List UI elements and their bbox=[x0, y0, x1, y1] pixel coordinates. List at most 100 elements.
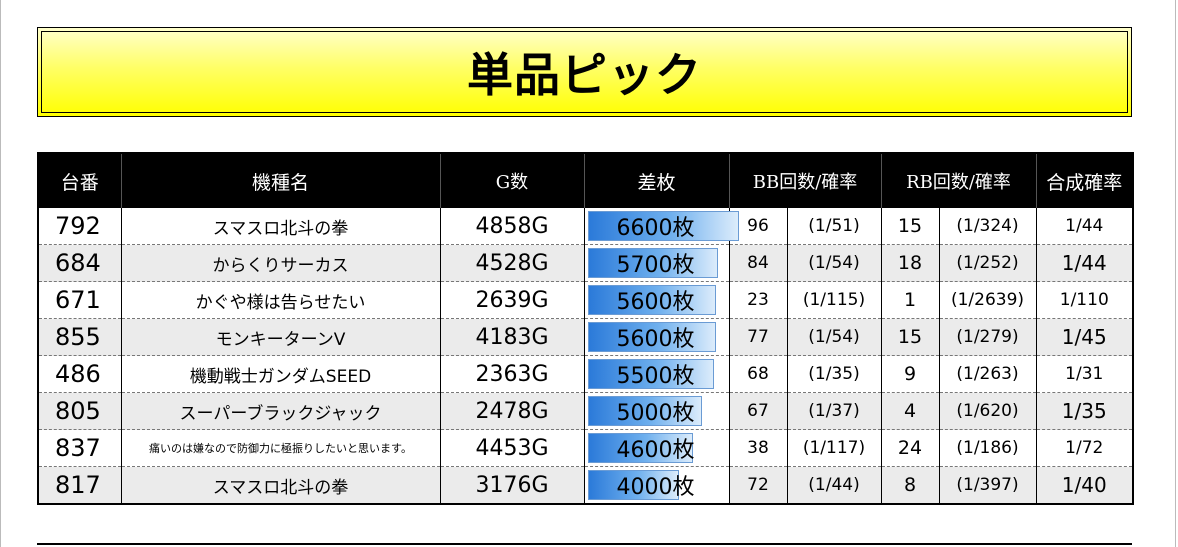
header-rb: RB回数/確率 bbox=[881, 153, 1037, 208]
rb-count-cell: 4 bbox=[881, 392, 940, 430]
diff-bar bbox=[587, 285, 716, 315]
dai-cell: 684 bbox=[38, 244, 122, 282]
machine-name-cell: スーパーブラックジャック bbox=[121, 392, 441, 430]
games-cell: 2639G bbox=[440, 281, 585, 319]
table-row: 855 モンキーターンV 4183G 5600枚 77 (1/54) 15 (1/279) 1/… bbox=[38, 318, 1134, 356]
games-cell: 2478G bbox=[440, 392, 585, 430]
diff-bar bbox=[587, 359, 714, 389]
diff-cell: 4600枚 bbox=[584, 429, 730, 467]
rb-count-cell: 24 bbox=[881, 429, 940, 467]
diff-cell: 5600枚 bbox=[584, 318, 730, 356]
diff-bar bbox=[587, 211, 739, 241]
header-games: G数 bbox=[440, 153, 585, 208]
combined-rate-cell: 1/110 bbox=[1036, 281, 1134, 319]
table-row: 817 スマスロ北斗の拳 3176G 4000枚 72 (1/44) 8 (1/397) 1/4… bbox=[38, 466, 1134, 505]
dai-cell: 671 bbox=[38, 281, 122, 319]
diff-value: 5600枚 bbox=[616, 327, 695, 352]
games-cell: 4528G bbox=[440, 244, 585, 282]
games-cell: 3176G bbox=[440, 466, 585, 505]
rb-rate-cell: (1/186) bbox=[939, 429, 1037, 467]
dai-cell: 792 bbox=[38, 208, 122, 245]
diff-bar bbox=[587, 396, 702, 426]
table-row: 837 痛いのは嫌なので防御力に極振りしたいと思います。 4453G 4600枚 38(… bbox=[38, 429, 1134, 467]
header-machine: 機種名 bbox=[121, 153, 441, 208]
rb-rate-cell: (1/324) bbox=[939, 208, 1037, 245]
bb-count-cell: 96 bbox=[729, 208, 788, 245]
diff-bar bbox=[587, 470, 679, 500]
bb-count-cell: 68 bbox=[729, 355, 788, 393]
bb-rate-cell: (1/44) bbox=[787, 466, 882, 505]
combined-rate-cell: 1/44 bbox=[1036, 208, 1134, 245]
diff-cell: 5700枚 bbox=[584, 244, 730, 282]
rb-count-cell: 18 bbox=[881, 244, 940, 282]
machine-name-cell: スマスロ北斗の拳 bbox=[121, 466, 441, 505]
rb-rate-cell: (1/279) bbox=[939, 318, 1037, 356]
header-diff: 差枚 bbox=[584, 153, 730, 208]
games-cell: 2363G bbox=[440, 355, 585, 393]
pick-table: 台番 機種名 G数 差枚 BB回数/確率 RB回数/確率 合成確率 792 スマス… bbox=[37, 152, 1135, 505]
bottom-divider bbox=[37, 543, 1132, 545]
rb-rate-cell: (1/252) bbox=[939, 244, 1037, 282]
diff-value: 5600枚 bbox=[616, 290, 695, 315]
machine-name-cell: からくりサーカス bbox=[121, 244, 441, 282]
diff-bar bbox=[587, 322, 716, 352]
machine-name-cell: スマスロ北斗の拳 bbox=[121, 208, 441, 245]
bb-rate-cell: (1/54) bbox=[787, 318, 882, 356]
games-cell: 4858G bbox=[440, 208, 585, 245]
bb-rate-cell: (1/51) bbox=[787, 208, 882, 245]
diff-cell: 4000枚 bbox=[584, 466, 730, 505]
bb-count-cell: 72 bbox=[729, 466, 788, 505]
dai-cell: 855 bbox=[38, 318, 122, 356]
machine-name-cell: 痛いのは嫌なので防御力に極振りしたいと思います。 bbox=[121, 429, 441, 467]
bb-count-cell: 23 bbox=[729, 281, 788, 319]
rb-count-cell: 8 bbox=[881, 466, 940, 505]
combined-rate-cell: 1/44 bbox=[1036, 244, 1134, 282]
machine-name-cell: かぐや様は告らせたい bbox=[121, 281, 441, 319]
games-cell: 4183G bbox=[440, 318, 585, 356]
table-row: 684 からくりサーカス 4528G 5700枚 84 (1/54) 18 (1/252) 1/… bbox=[38, 244, 1134, 282]
bb-count-cell: 84 bbox=[729, 244, 788, 282]
machine-name-cell: 機動戦士ガンダムSEED bbox=[121, 355, 441, 393]
machine-name-cell: モンキーターンV bbox=[121, 318, 441, 356]
rb-rate-cell: (1/2639) bbox=[939, 281, 1037, 319]
table-row: 805 スーパーブラックジャック 2478G 5000枚 67 (1/37) 4 (1/620… bbox=[38, 392, 1134, 430]
dai-cell: 817 bbox=[38, 466, 122, 505]
header-combined: 合成確率 bbox=[1036, 153, 1134, 208]
dai-cell: 486 bbox=[38, 355, 122, 393]
diff-cell: 5600枚 bbox=[584, 281, 730, 319]
rb-count-cell: 15 bbox=[881, 318, 940, 356]
rb-count-cell: 9 bbox=[881, 355, 940, 393]
page-title: 単品ピック bbox=[467, 48, 702, 102]
diff-value: 5500枚 bbox=[616, 364, 695, 389]
dai-cell: 837 bbox=[38, 429, 122, 467]
bb-count-cell: 77 bbox=[729, 318, 788, 356]
rb-rate-cell: (1/397) bbox=[939, 466, 1037, 505]
table-row: 486 機動戦士ガンダムSEED 2363G 5500枚 68 (1/35) 9 (1/263… bbox=[38, 355, 1134, 393]
rb-rate-cell: (1/263) bbox=[939, 355, 1037, 393]
bb-rate-cell: (1/35) bbox=[787, 355, 882, 393]
bb-rate-cell: (1/115) bbox=[787, 281, 882, 319]
bb-rate-cell: (1/117) bbox=[787, 429, 882, 467]
rb-count-cell: 15 bbox=[881, 208, 940, 245]
table-row: 671 かぐや様は告らせたい 2639G 5600枚 23 (1/115) 1 (1/2639… bbox=[38, 281, 1134, 319]
bb-rate-cell: (1/54) bbox=[787, 244, 882, 282]
combined-rate-cell: 1/72 bbox=[1036, 429, 1134, 467]
combined-rate-cell: 1/31 bbox=[1036, 355, 1134, 393]
rb-count-cell: 1 bbox=[881, 281, 940, 319]
games-cell: 4453G bbox=[440, 429, 585, 467]
diff-value: 5000枚 bbox=[616, 401, 695, 426]
diff-bar bbox=[587, 248, 718, 278]
bb-count-cell: 38 bbox=[729, 429, 788, 467]
diff-cell: 6600枚 bbox=[584, 208, 739, 245]
combined-rate-cell: 1/35 bbox=[1036, 392, 1134, 430]
combined-rate-cell: 1/45 bbox=[1036, 318, 1134, 356]
dai-cell: 805 bbox=[38, 392, 122, 430]
bb-rate-cell: (1/37) bbox=[787, 392, 882, 430]
table-row: 792 スマスロ北斗の拳 4858G 6600枚 96 (1/51) 15 (1/324) 1/… bbox=[38, 208, 1134, 245]
diff-value: 4000枚 bbox=[616, 475, 695, 500]
header-dai: 台番 bbox=[38, 153, 122, 208]
header-bb: BB回数/確率 bbox=[729, 153, 882, 208]
bb-count-cell: 67 bbox=[729, 392, 788, 430]
header-row: 台番 機種名 G数 差枚 BB回数/確率 RB回数/確率 合成確率 bbox=[38, 153, 1134, 208]
